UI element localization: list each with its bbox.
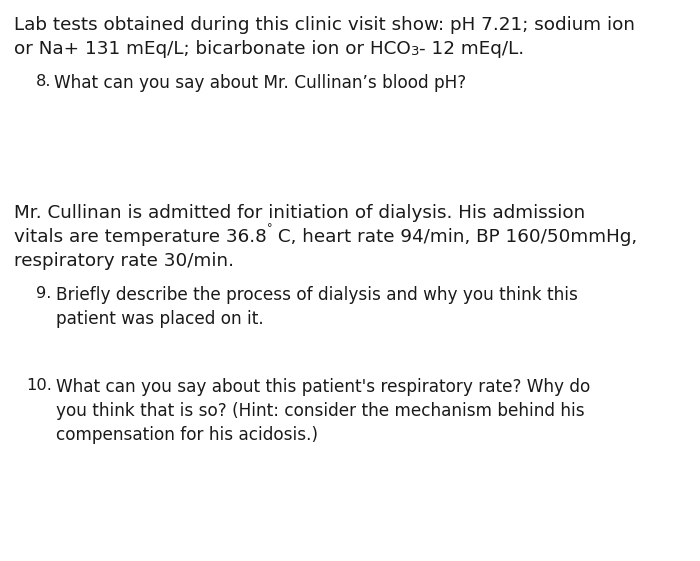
Text: C, heart rate 94/min, BP 160/50mmHg,: C, heart rate 94/min, BP 160/50mmHg, [272, 228, 638, 246]
Text: or Na+ 131 mEq/L; bicarbonate ion or HCO: or Na+ 131 mEq/L; bicarbonate ion or HCO [14, 40, 411, 58]
Text: 9.: 9. [36, 286, 51, 301]
Text: Lab tests obtained during this clinic visit show: pH 7.21; sodium ion: Lab tests obtained during this clinic vi… [14, 16, 635, 34]
Text: respiratory rate 30/min.: respiratory rate 30/min. [14, 252, 234, 270]
Text: Mr. Cullinan is admitted for initiation of dialysis. His admission: Mr. Cullinan is admitted for initiation … [14, 204, 585, 222]
Text: patient was placed on it.: patient was placed on it. [56, 310, 264, 328]
Text: 3: 3 [411, 45, 419, 58]
Text: compensation for his acidosis.): compensation for his acidosis.) [56, 426, 318, 444]
Text: - 12 mEq/L.: - 12 mEq/L. [419, 40, 524, 58]
Text: 8.: 8. [36, 74, 52, 89]
Text: you think that is so? (Hint: consider the mechanism behind his: you think that is so? (Hint: consider th… [56, 402, 584, 420]
Text: 10.: 10. [26, 378, 52, 393]
Text: What can you say about Mr. Cullinan’s blood pH?: What can you say about Mr. Cullinan’s bl… [54, 74, 466, 92]
Text: Briefly describe the process of dialysis and why you think this: Briefly describe the process of dialysis… [56, 286, 578, 304]
Text: vitals are temperature 36.8: vitals are temperature 36.8 [14, 228, 267, 246]
Text: °: ° [267, 223, 272, 233]
Text: What can you say about this patient's respiratory rate? Why do: What can you say about this patient's re… [56, 378, 590, 396]
